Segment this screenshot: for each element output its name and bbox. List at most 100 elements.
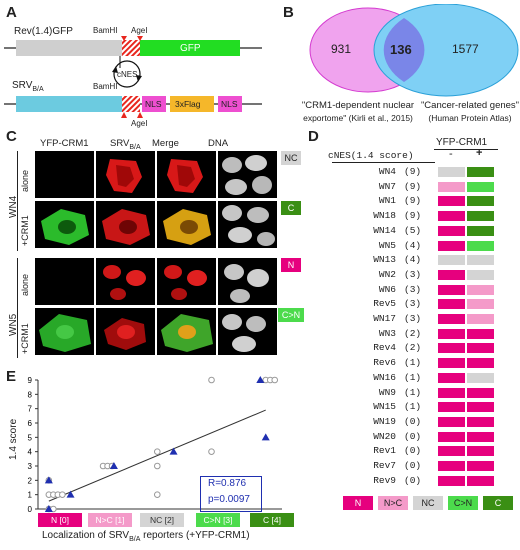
- cell-plus: [467, 255, 494, 266]
- cell-plus: [467, 196, 494, 207]
- legend-n-gt-c: N>C: [378, 496, 408, 510]
- cell-minus: [438, 196, 465, 207]
- y-tick-label: 1: [28, 491, 33, 500]
- x-category-label: C [4]: [250, 513, 294, 527]
- y-tick-label: 2: [28, 476, 33, 485]
- y-tick-label: 9: [28, 376, 33, 385]
- panel-label-d: D: [308, 128, 319, 145]
- row-name: WN3: [378, 327, 396, 339]
- row-name: Rev5: [373, 298, 396, 310]
- row-name: Rev6: [373, 357, 396, 369]
- cell-minus: [438, 343, 465, 354]
- bamhi-marker-2: [121, 112, 127, 118]
- cell-minus: [438, 269, 465, 280]
- micro-wn5-crm1-yfp: [35, 308, 94, 355]
- rev-box: [16, 40, 122, 56]
- row-name: WN2: [378, 268, 396, 280]
- legend-c-gt-n: C>N: [448, 496, 478, 510]
- tag-wn5-alone: N: [281, 258, 301, 272]
- row-score: (3): [404, 313, 422, 324]
- micro-wn5-alone-dna: [218, 258, 277, 305]
- micro-wn4-crm1-yfp: [35, 201, 94, 248]
- cell-plus: [467, 240, 494, 251]
- gfp-box: [140, 40, 240, 56]
- agel-label-bottom: AgeI: [131, 119, 148, 128]
- plus-header: +: [476, 147, 483, 159]
- cell-minus: [438, 328, 465, 339]
- construct1-label: Rev(1.4)GFP: [14, 26, 73, 37]
- row-name: WN4: [378, 166, 396, 177]
- cell-plus: [467, 358, 494, 369]
- row-name: WN16: [373, 371, 396, 383]
- data-point-triangle: [256, 376, 265, 383]
- flag-box: [170, 96, 214, 112]
- cell-minus: [438, 402, 465, 413]
- nls-label-1: NLS: [145, 99, 162, 109]
- cell-minus: [438, 211, 465, 222]
- row-name: WN13: [373, 254, 396, 266]
- row-score: (1): [404, 386, 422, 398]
- panel-label-b: B: [283, 4, 294, 21]
- row-score: (3): [404, 298, 422, 310]
- cell-plus: [467, 372, 494, 383]
- construct2-label: SRVB/A: [12, 80, 44, 93]
- venn-left-label: "CRM1-dependent nuclear exportome" (Kirli…: [301, 100, 415, 123]
- cell-minus: [438, 167, 465, 177]
- agel-marker: [137, 36, 143, 41]
- row-name: Rev7: [373, 460, 396, 471]
- row-score: (1): [404, 357, 422, 369]
- cell-minus: [438, 387, 465, 398]
- row-name: WN20: [373, 430, 396, 442]
- data-point-circle: [153, 448, 161, 455]
- flag-label: 3xFlag: [175, 99, 201, 109]
- row-score: (9): [404, 195, 422, 207]
- venn-right-count: 1577: [452, 42, 479, 56]
- cell-minus: [438, 431, 465, 442]
- cell-plus: [467, 402, 494, 413]
- col-header-srv: SRVB/A: [110, 138, 141, 151]
- data-point-circle: [59, 491, 66, 498]
- minus-header: -: [449, 148, 453, 160]
- row-score: (4): [404, 239, 422, 251]
- cell-plus: [467, 416, 494, 427]
- row-name: WN14: [373, 224, 396, 236]
- y-tick-label: 7: [28, 405, 33, 414]
- cell-minus: [438, 475, 465, 486]
- construct-diagram: [4, 36, 262, 118]
- row-name: WN9: [378, 386, 396, 398]
- cnes-hatch-box: [122, 40, 140, 56]
- cell-minus: [438, 181, 465, 192]
- venn-overlap-count: 136: [390, 42, 412, 57]
- legend-c: C: [483, 496, 513, 510]
- agel-label-top: AgeI: [131, 26, 148, 35]
- row-score: (0): [404, 430, 422, 442]
- data-point-triangle: [109, 462, 118, 469]
- row-label-wn4-alone: alone: [20, 169, 30, 192]
- agel-marker-2: [137, 112, 143, 118]
- col-header-yfp-crm1: YFP-CRM1: [40, 138, 89, 149]
- cell-plus: [467, 446, 494, 457]
- row-name: Rev9: [373, 474, 396, 486]
- micro-wn4-crm1-dna: [218, 201, 277, 248]
- cell-minus: [438, 416, 465, 427]
- cell-minus: [438, 461, 465, 471]
- bamhi-label-bottom: BamHI: [93, 82, 118, 91]
- cell-plus: [467, 181, 494, 192]
- cell-plus: [467, 269, 494, 280]
- cnes-hatch-box-2: [122, 96, 140, 112]
- data-point-circle: [153, 462, 161, 470]
- row-score: (1): [404, 401, 422, 413]
- y-tick-label: 3: [28, 462, 33, 471]
- data-point-triangle: [261, 433, 270, 441]
- venn-left-count: 931: [331, 42, 352, 56]
- row-name: WN17: [373, 313, 396, 324]
- micro-wn5-crm1-srv: [96, 308, 155, 355]
- x-category-label: C>N [3]: [196, 513, 240, 527]
- stats-p: p=0.0097: [208, 494, 250, 505]
- row-score: (1): [404, 371, 422, 383]
- cell-plus: [467, 343, 494, 354]
- row-name: WN1: [378, 195, 396, 207]
- data-point-circle: [208, 376, 215, 384]
- nls-label-2: NLS: [221, 99, 238, 109]
- x-axis-label: Localization of SRVB/A reporters (+YFP-C…: [42, 530, 250, 543]
